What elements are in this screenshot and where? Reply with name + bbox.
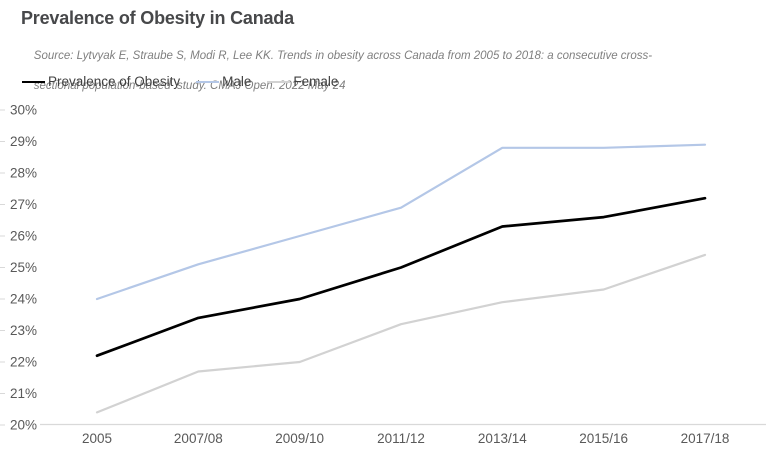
y-tick-label: 22% bbox=[10, 355, 37, 370]
series-line-male bbox=[95, 143, 707, 301]
x-tick-label: 2007/08 bbox=[174, 431, 223, 446]
series-line-prevalence-of-obesity bbox=[95, 196, 707, 358]
y-tick-label: 25% bbox=[10, 260, 37, 275]
y-tick-label: 20% bbox=[10, 418, 37, 433]
legend-item-label: Female bbox=[293, 74, 339, 89]
legend-item-male: Male bbox=[196, 74, 251, 89]
legend-item-female: Female bbox=[267, 74, 338, 89]
series-line-female bbox=[95, 253, 707, 414]
legend-item-prevalence-of-obesity: Prevalence of Obesity bbox=[22, 74, 180, 89]
chart-title: Prevalence of Obesity in Canada bbox=[21, 8, 294, 28]
y-tick-label: 27% bbox=[10, 197, 37, 212]
source-line-1: Source: Lytvyak E, Straube S, Modi R, Le… bbox=[33, 50, 653, 62]
y-tick-label: 24% bbox=[10, 292, 37, 307]
y-tick-label: 23% bbox=[10, 323, 37, 338]
y-tick-label: 29% bbox=[10, 134, 37, 149]
x-tick-label: 2017/18 bbox=[681, 431, 730, 446]
y-tick-label: 26% bbox=[10, 229, 37, 244]
x-tick-label: 2013/14 bbox=[478, 431, 527, 446]
source-citation: Source: Lytvyak E, Straube S, Modi R, Le… bbox=[21, 34, 652, 109]
legend: Prevalence of Obesity Male Female bbox=[22, 74, 338, 89]
legend-item-label: Male bbox=[222, 74, 252, 89]
legend-swatch-male bbox=[196, 80, 220, 83]
x-tick-label: 2011/12 bbox=[377, 431, 425, 446]
source-line-2: sectional population-based study. CMAJ O… bbox=[33, 80, 346, 92]
legend-item-label: Prevalence of Obesity bbox=[48, 74, 181, 89]
y-tick-label: 21% bbox=[10, 386, 37, 401]
legend-swatch-female bbox=[267, 80, 291, 83]
x-tick-label: 2009/10 bbox=[275, 431, 324, 446]
x-tick-label: 2015/16 bbox=[579, 431, 628, 446]
x-tick-label: 2005 bbox=[82, 431, 112, 446]
y-tick-label: 28% bbox=[10, 166, 37, 181]
legend-swatch-prevalence-of-obesity bbox=[22, 80, 45, 83]
y-tick-label: 30% bbox=[10, 103, 37, 118]
